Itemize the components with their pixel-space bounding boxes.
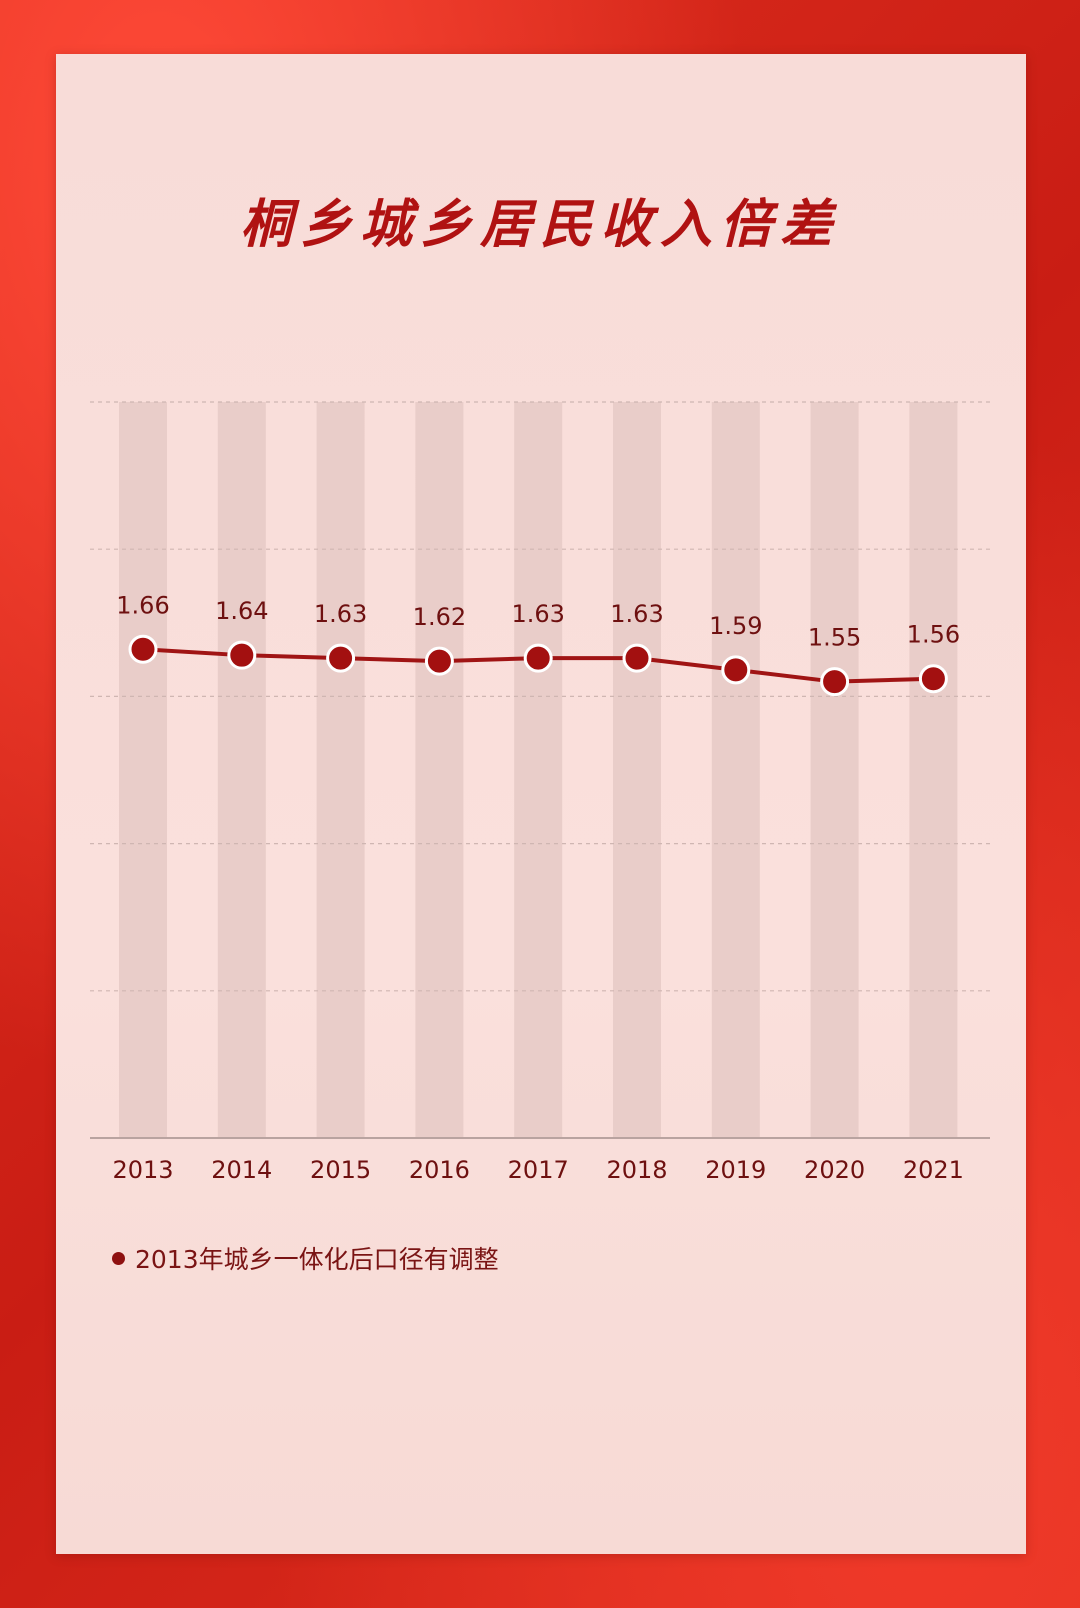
column-2017: [514, 402, 563, 1138]
x-tick-label-2013: 2013: [112, 1156, 173, 1184]
footnote: 2013年城乡一体化后口径有调整: [112, 1240, 499, 1276]
data-label-2014: 1.64: [215, 597, 268, 625]
x-tick-label-2017: 2017: [508, 1156, 569, 1184]
bullet-dot-icon: [112, 1251, 125, 1265]
x-tick-label-2019: 2019: [705, 1156, 766, 1184]
data-label-2020: 1.55: [808, 624, 861, 652]
column-2019: [711, 402, 760, 1138]
column-2013: [119, 402, 167, 1138]
data-label-2013: 1.66: [116, 591, 169, 619]
data-point-2018: [622, 643, 652, 673]
chart-title: 桐乡城乡居民收入倍差: [239, 195, 840, 255]
column-2016: [415, 402, 464, 1138]
x-tick-label-2014: 2014: [211, 1156, 272, 1184]
data-point-2021: [918, 664, 948, 694]
data-point-2019: [721, 655, 751, 685]
x-tick-label-2021: 2021: [903, 1156, 964, 1184]
data-point-2020: [820, 667, 850, 697]
column-2015: [316, 402, 365, 1138]
background-columns: [119, 402, 958, 1138]
x-tick-label-2020: 2020: [804, 1156, 865, 1184]
column-2021: [909, 402, 958, 1138]
data-point-2015: [326, 643, 356, 673]
x-tick-label-2015: 2015: [310, 1156, 371, 1184]
data-label-2019: 1.59: [709, 612, 762, 640]
data-point-2017: [523, 643, 553, 673]
x-tick-labels: 2013 2014 2015 2016 2017 2018 2019 2020 2021: [112, 1156, 963, 1184]
data-point-2014: [227, 640, 257, 670]
data-point-2016: [424, 646, 454, 676]
gridlines: [90, 401, 990, 992]
column-2014: [217, 402, 266, 1138]
column-2020: [810, 402, 859, 1138]
x-tick-label-2016: 2016: [409, 1156, 470, 1184]
x-tick-label-2018: 2018: [606, 1156, 667, 1184]
data-label-2016: 1.62: [413, 603, 466, 631]
data-labels: 1.66 1.64 1.63 1.62 1.63 1.63 1.59 1.55 1.56: [116, 591, 960, 651]
data-point-2013: [128, 634, 158, 664]
data-label-2015: 1.63: [314, 600, 367, 628]
footnote-text: 2013年城乡一体化后口径有调整: [135, 1245, 499, 1274]
column-2018: [613, 402, 661, 1138]
data-label-2021: 1.56: [907, 621, 960, 649]
data-markers: [128, 634, 948, 697]
data-label-2018: 1.63: [610, 600, 663, 628]
data-label-2017: 1.63: [511, 600, 564, 628]
